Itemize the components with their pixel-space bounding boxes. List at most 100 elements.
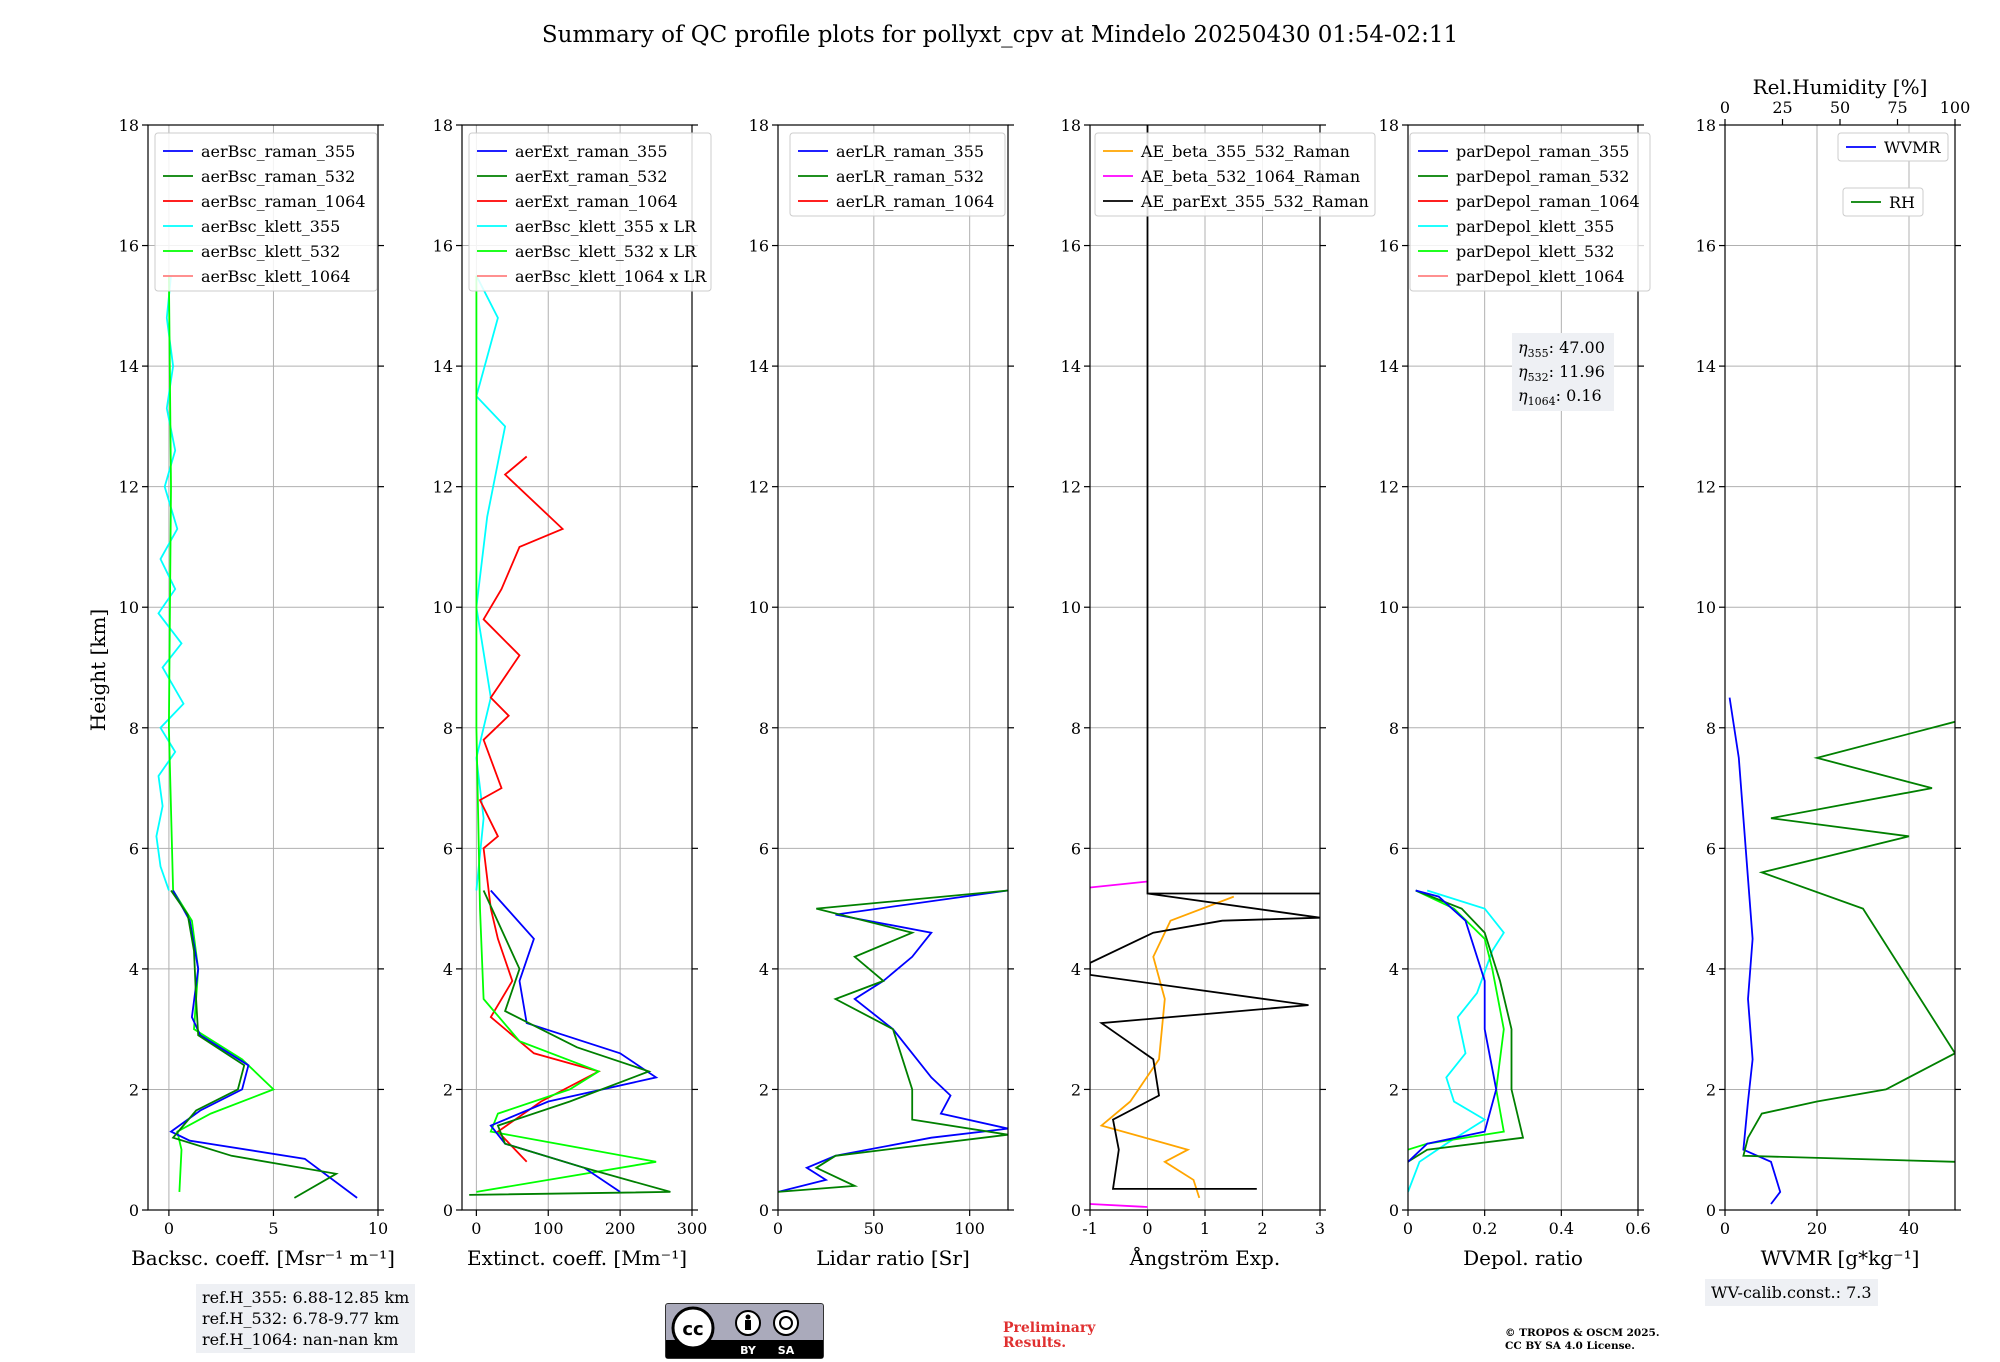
- legend-label: aerBsc_raman_532: [201, 167, 355, 186]
- legend-label: parDepol_klett_532: [1456, 242, 1614, 261]
- y-tick-label: 16: [119, 237, 139, 256]
- series-aerext-raman-1064: [478, 455, 602, 1163]
- x-axis-label: Backsc. coeff. [Msr⁻¹ m⁻¹]: [131, 1246, 395, 1270]
- preliminary-line-2: Results.: [1003, 1335, 1067, 1351]
- copyright-note: © TROPOS & OSCM 2025. CC BY SA 4.0 Licen…: [1505, 1327, 1660, 1353]
- y-tick-label: 12: [119, 478, 139, 497]
- x-tick-label: 40: [1899, 1219, 1919, 1238]
- x-tick-label: 2: [1257, 1219, 1267, 1238]
- legend-label: aerLR_raman_532: [836, 167, 984, 186]
- x-axis-label: WVMR [g*kg⁻¹]: [1761, 1246, 1920, 1270]
- y-tick-label: 6: [1706, 839, 1716, 858]
- legend-box: [1837, 132, 1949, 162]
- x-tick-label: 0: [1403, 1219, 1413, 1238]
- legend-label: aerExt_raman_355: [515, 142, 668, 161]
- eta-box: [1512, 333, 1614, 411]
- y-tick-label: 4: [1706, 960, 1716, 979]
- y-tick-label: 14: [1379, 357, 1399, 376]
- x-tick-label: 0: [471, 1219, 481, 1238]
- sa-label: SA: [778, 1344, 795, 1357]
- legend-box: [789, 132, 1006, 217]
- y-tick-label: 6: [443, 839, 453, 858]
- legend-label: aerBsc_raman_1064: [201, 192, 366, 211]
- x-tick-label: 0: [1142, 1219, 1152, 1238]
- legend-label: aerBsc_klett_1064: [201, 267, 350, 286]
- top-x-tick-label: 25: [1772, 98, 1792, 117]
- y-tick-label: 10: [1061, 598, 1081, 617]
- y-tick-label: 18: [1379, 116, 1399, 135]
- plot-frame: [147, 124, 379, 1211]
- ref-height-1064: ref.H_1064: nan-nan km: [202, 1330, 399, 1349]
- legend-label: aerBsc_klett_532: [201, 242, 340, 261]
- y-tick-label: 16: [749, 237, 769, 256]
- y-tick-label: 12: [1061, 478, 1081, 497]
- y-tick-label: 14: [1696, 357, 1716, 376]
- x-tick-label: 1: [1200, 1219, 1210, 1238]
- legend: aerLR_raman_355 aerLR_raman_532 aerLR_rama…: [789, 132, 1006, 217]
- x-axis-label: Ångström Exp.: [1129, 1245, 1280, 1270]
- plot-frame: [777, 124, 1009, 1211]
- legend-label: aerExt_raman_532: [515, 167, 668, 186]
- series-ae-beta-532-1064-raman: [1090, 880, 1148, 889]
- eta-355: η355: 47.00: [1518, 338, 1605, 360]
- y-tick-label: 12: [1379, 478, 1399, 497]
- y-tick-label: 16: [1061, 237, 1081, 256]
- y-tick-label: 16: [1696, 237, 1716, 256]
- sa-icon: [773, 1310, 799, 1336]
- y-tick-label: 0: [443, 1201, 453, 1220]
- legend-label: aerLR_raman_355: [836, 142, 984, 161]
- y-tick-label: 18: [1061, 116, 1081, 135]
- legend-label: AE_beta_532_1064_Raman: [1140, 167, 1360, 186]
- x-axis-label: Extinct. coeff. [Mm⁻¹]: [467, 1246, 687, 1270]
- plot-frame: [1407, 124, 1639, 1211]
- y-tick-label: 0: [1071, 1201, 1081, 1220]
- legend-label: AE_parExt_355_532_Raman: [1140, 192, 1369, 211]
- legend: AE_beta_355_532_Raman AE_beta_532_1064_Ra…: [1094, 132, 1376, 217]
- legend-box: [154, 132, 378, 292]
- y-tick-label: 8: [443, 719, 453, 738]
- y-tick-label: 12: [433, 478, 453, 497]
- x-tick-label: 0: [1720, 1219, 1730, 1238]
- series-pardepol-klett-355: [1408, 889, 1505, 1193]
- legend-label: aerBsc_raman_355: [201, 142, 355, 161]
- copyright-line-1: © TROPOS & OSCM 2025.: [1505, 1327, 1660, 1339]
- legend-label: AE_beta_355_532_Raman: [1140, 142, 1350, 161]
- series-ae-parext-355-532-raman: [1090, 125, 1320, 1190]
- series-ae-beta-355-532-raman: [1099, 895, 1235, 1199]
- series-aerlr-raman-355: [778, 889, 1008, 1193]
- panel-2: 0 2 4 6 8 10 12 14 16 18 0 100 200 300 Extinct. coeff.…: [433, 116, 712, 1270]
- x-tick-label: 3: [1315, 1219, 1325, 1238]
- series-rh: [1742, 720, 1955, 1163]
- cc-license-badge: cc BY SA: [665, 1303, 824, 1359]
- wv-calibration-box: WV-calib.const.: 7.3: [1705, 1279, 1878, 1306]
- top-x-tick-label: 100: [1940, 98, 1971, 117]
- y-tick-label: 2: [1389, 1080, 1399, 1099]
- y-tick-label: 2: [1071, 1080, 1081, 1099]
- y-tick-label: 2: [443, 1080, 453, 1099]
- y-tick-label: 2: [129, 1080, 139, 1099]
- x-tick-label: 0.4: [1549, 1219, 1574, 1238]
- figure-title: Summary of QC profile plots for pollyxt_…: [541, 22, 1459, 48]
- y-tick-label: 0: [1706, 1201, 1716, 1220]
- top-x-axis-label: Rel.Humidity [%]: [1753, 75, 1928, 99]
- legend-label: parDepol_raman_355: [1456, 142, 1629, 161]
- panel-3: 0 2 4 6 8 10 12 14 16 18 0 50 100 Lidar ratio [Sr] aer…: [749, 116, 1014, 1270]
- x-tick-label: 0: [773, 1219, 783, 1238]
- plot-frame: [461, 124, 693, 1211]
- x-tick-label: -1: [1082, 1219, 1098, 1238]
- y-tick-label: 16: [1379, 237, 1399, 256]
- panel-5: 0 2 4 6 8 10 12 14 16 18 0 0.2 0.4 0.6 Depol. ratio par…: [1379, 116, 1651, 1270]
- legend-label: parDepol_klett_1064: [1456, 267, 1625, 286]
- legend-label: aerBsc_klett_1064 x LR: [515, 267, 707, 286]
- y-tick-label: 2: [1706, 1080, 1716, 1099]
- series-aerbsc-klett-532-x-lr: [475, 275, 657, 1193]
- series-aerbsc-klett-355-x-lr: [475, 275, 507, 891]
- y-tick-label: 16: [433, 237, 453, 256]
- legend-label: aerLR_raman_1064: [836, 192, 994, 211]
- legend-box: [468, 132, 712, 292]
- y-tick-label: 4: [1389, 960, 1399, 979]
- y-tick-label: 12: [749, 478, 769, 497]
- x-tick-label: 0.2: [1472, 1219, 1497, 1238]
